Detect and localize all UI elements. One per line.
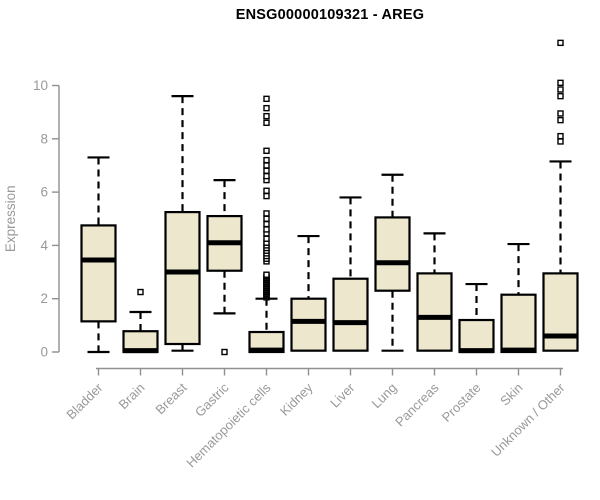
outlier-hematopoietic-cells [263,187,270,194]
box-breast [164,210,201,346]
outlier-hematopoietic-cells [263,235,270,242]
outlier-unknown-other [557,92,564,100]
outlier-unknown-other [557,86,564,93]
box-prostate [458,318,495,354]
box-bladder [80,224,117,323]
x-tick-label-liver: Liver [327,380,358,411]
x-tick-label-brain: Brain [116,380,148,412]
outlier-hematopoietic-cells [263,167,270,174]
chart-title: ENSG00000109321 - AREG [235,7,425,23]
x-tick-label-pancreas: Pancreas [392,380,442,430]
outlier-hematopoietic-cells [263,226,270,233]
outlier-hematopoietic-cells [263,210,270,217]
x-tick-label-skin: Skin [497,380,525,408]
outlier-unknown-other [557,110,564,117]
y-tick-label: 0 [40,345,48,360]
outlier-unknown-other [557,116,564,124]
outlier-hematopoietic-cells [263,220,270,228]
outlier-hematopoietic-cells [263,192,270,200]
outlier-brain [137,288,144,296]
x-tick-label-bladder: Bladder [63,380,106,423]
box-unknown-other [542,272,579,352]
outlier-unknown-other [557,132,564,140]
outlier-hematopoietic-cells [263,162,270,169]
x-tick-label-unknown-other: Unknown / Other [488,380,568,460]
outlier-hematopoietic-cells [263,215,270,222]
outlier-hematopoietic-cells [263,156,270,164]
x-tick-label-kidney: Kidney [277,380,316,419]
outlier-unknown-other [557,138,564,145]
outlier-hematopoietic-cells [263,119,270,127]
y-tick-label: 10 [33,78,48,93]
outlier-hematopoietic-cells [263,112,270,120]
box-kidney [290,297,327,352]
x-tick-label-breast: Breast [152,380,189,417]
outlier-unknown-other [557,79,564,87]
y-axis-title: Expression [3,185,18,252]
y-tick-label: 6 [40,185,48,200]
outlier-hematopoietic-cells [263,147,270,154]
outlier-unknown-other [557,39,564,47]
box-pancreas [416,272,453,352]
y-tick-label: 8 [40,131,48,146]
x-tick-label-gastric: Gastric [192,380,232,420]
outlier-hematopoietic-cells [263,271,270,278]
outlier-gastric [221,348,228,356]
box-skin [500,293,537,354]
box-liver [332,277,369,352]
outlier-hematopoietic-cells [263,172,270,180]
x-tick-label-lung: Lung [369,380,400,411]
outlier-hematopoietic-cells [263,95,270,103]
x-tick-label-prostate: Prostate [439,380,484,425]
y-tick-label: 2 [40,291,48,306]
outlier-hematopoietic-cells [263,104,270,112]
y-tick-label: 4 [40,238,48,253]
box-lung [374,216,411,292]
